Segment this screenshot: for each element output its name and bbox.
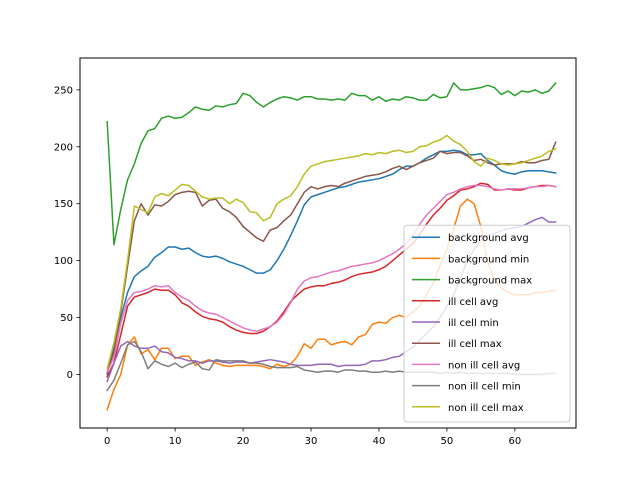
series-line-non-ill-cell-avg xyxy=(106,184,557,374)
legend-label: ill cell min xyxy=(448,318,499,329)
series-line-ill-cell-max xyxy=(106,141,557,374)
y-axis: 0 50 100 150 200 250 xyxy=(54,85,80,381)
legend-box xyxy=(403,224,571,423)
legend-label: non ill cell max xyxy=(448,403,524,414)
legend-label: background max xyxy=(448,276,532,287)
y-tick-label: 250 xyxy=(54,85,73,96)
legend-label: ill cell max xyxy=(448,339,502,350)
x-axis: 0 10 20 30 40 50 60 xyxy=(104,428,521,447)
legend: background avg background min background m… xyxy=(403,224,571,423)
legend-label: background avg xyxy=(448,233,529,244)
y-tick-label: 50 xyxy=(60,313,73,324)
x-tick-label: 30 xyxy=(305,436,318,447)
y-tick-label: 0 xyxy=(67,370,73,381)
series-line-background-max xyxy=(106,81,557,246)
x-tick-label: 40 xyxy=(373,436,386,447)
x-tick-label: 0 xyxy=(104,436,110,447)
legend-label: non ill cell avg xyxy=(448,360,520,371)
x-tick-label: 60 xyxy=(508,436,521,447)
y-tick-label: 200 xyxy=(54,142,73,153)
y-tick-label: 150 xyxy=(54,199,73,210)
x-tick-label: 10 xyxy=(169,436,182,447)
series-line-background-avg xyxy=(106,149,557,376)
series-line-ill-cell-avg xyxy=(106,182,557,378)
y-tick-label: 100 xyxy=(54,256,73,267)
series-layer xyxy=(106,81,557,411)
x-tick-label: 50 xyxy=(441,436,454,447)
plot-frame xyxy=(79,57,577,429)
x-tick-label: 20 xyxy=(237,436,250,447)
legend-label: non ill cell min xyxy=(448,382,521,393)
legend-label: ill cell avg xyxy=(448,297,498,308)
series-line-non-ill-cell-max xyxy=(106,134,557,370)
legend-label: background min xyxy=(448,254,529,265)
